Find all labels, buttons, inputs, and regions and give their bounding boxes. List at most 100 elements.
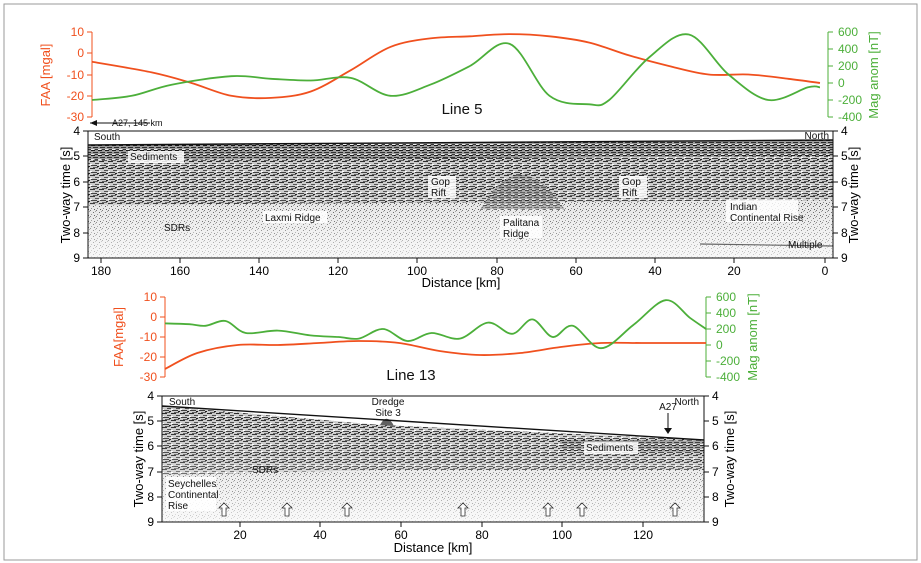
line13-a27-label: A27 [659,402,677,413]
line5-faa-tick: -20 [67,89,85,103]
line5-mag-tick: 400 [838,42,858,56]
line13-curves [164,299,707,370]
line13-sdrs-label: SDRs [252,465,278,476]
line5-mag-tick: 0 [838,76,845,90]
line13-time-tick: 4 [712,389,719,403]
line13-mag-axis: 600 400 200 0 -200 -400 Mag anom [nT] [705,290,760,384]
line13-time-tick: 9 [712,515,719,529]
line13-south-label: South [169,397,195,408]
line13-sediments-label: Sediments [586,443,633,454]
line5-distance-tick: 60 [569,264,583,278]
line13-faa-axis: 10 0 -10 -20 -30 FAA[mgal] [111,290,166,384]
line5-faa-axis: 10 0 -10 -20 -30 FAA [mgal] [38,25,93,124]
line13-distance-tick: 80 [475,528,489,542]
faa-series-line [164,340,706,370]
line5-time-tick: 6 [73,175,80,189]
line5-distance-tick: 180 [91,264,111,278]
line13-faa-tick: 10 [144,290,158,304]
line13-mag-label: Mag anom [nT] [745,293,760,380]
line5-time-axis-right: 4 5 6 7 8 9 Two-way time [s] [833,124,861,265]
line5-time-tick: 4 [73,124,80,138]
line5-time-tick: 9 [73,251,80,265]
line13-distance-tick: 60 [394,528,408,542]
faa-series-line [91,33,821,100]
line5-distance-tick: 140 [249,264,269,278]
line5-time-tick: 8 [841,226,848,240]
line13-annotations: South North Dredge Site 3 A27 SDRs Sedime… [166,397,699,517]
line5-mag-tick: 200 [838,59,858,73]
line5-time-tick: 5 [841,149,848,163]
line13-time-tick: 7 [147,465,154,479]
line13-time-label: Two-way time [s] [722,411,737,508]
line5-mag-label: Mag anom [nT] [866,31,881,118]
line13-dredge-label: Dredge Site 3 [372,397,405,419]
line13-sdr-arrows [218,502,681,517]
line13-time-tick: 6 [712,439,719,453]
line5-faa-tick: 10 [71,25,85,39]
line13-distance-tick: 100 [552,528,572,542]
line5-distance-tick: 160 [170,264,190,278]
line5-indian-continental-rise-label: Indian Continental Rise [730,202,804,224]
line5-distance-tick: 0 [822,264,829,278]
line13-seismic-section [162,396,704,522]
line5-distance-tick: 20 [727,264,741,278]
line5-sediments-label: Sediments [130,152,177,163]
line5-mag-axis: 600 400 200 0 -200 -400 Mag anom [nT] [827,25,881,124]
line13-time-tick: 5 [712,414,719,428]
line5-distance-tick: 100 [407,264,427,278]
line5-time-label: Two-way time [s] [58,147,73,244]
line5-faa-tick: -10 [67,68,85,82]
line5-annotations: South North Sediments SDRs Laxmi Ridge G… [94,131,829,251]
line13-distance-tick: 40 [313,528,327,542]
line13-north-label: North [675,397,699,408]
line13-mag-tick: -400 [716,370,740,384]
line5-palitana-ridge-label: Palitana Ridge [503,218,540,240]
line13-distance-tick: 120 [633,528,653,542]
line5-faa-tick: 0 [77,46,84,60]
line13-time-tick: 8 [712,490,719,504]
line13-faa-tick: -20 [140,350,158,364]
line5-section-frame [87,130,834,259]
line5-time-tick: 5 [73,149,80,163]
line13-mag-tick: 200 [716,322,736,336]
line13-time-tick: 4 [147,389,154,403]
line13-a27-arrow [664,413,672,434]
line13-distance-tick: 20 [233,528,247,542]
line5-time-tick: 4 [841,124,848,138]
mag-series-line [91,33,821,107]
line5-time-tick: 7 [841,200,848,214]
line5-distance-tick: 120 [328,264,348,278]
line5-gop-rift-label: Gop Rift [622,177,641,199]
line13-time-tick: 6 [147,439,154,453]
line13-time-axis-right: 4 5 6 7 8 9 Two-way time [s] [704,389,737,529]
line13-section-frame [161,395,705,523]
line13-time-label: Two-way time [s] [131,411,146,508]
line5-mag-tick: 600 [838,25,858,39]
line5-seismic-section [88,131,833,258]
panel-line5: 10 0 -10 -20 -30 FAA [mgal] 600 400 200 … [38,25,881,290]
line5-distance-tick: 40 [648,264,662,278]
figure-border [3,3,918,561]
line13-distance-axis: 20 40 60 80 100 120 Distance [km] [233,522,653,555]
line5-a27-label: A27, 145 km [112,118,163,128]
line13-time-tick: 5 [147,414,154,428]
line5-mag-tick: -200 [838,93,862,107]
line13-faa-label: FAA[mgal] [111,307,126,367]
line5-curves [91,33,821,107]
line13-time-tick: 9 [147,515,154,529]
line5-north-label: North [805,131,829,142]
line13-mag-tick: 400 [716,306,736,320]
line5-faa-label: FAA [mgal] [38,44,53,107]
line13-time-tick: 8 [147,490,154,504]
line5-faa-tick: -30 [67,110,85,124]
line5-time-tick: 7 [73,200,80,214]
line13-mag-tick: 0 [716,338,723,352]
line5-multiple-label: Multiple [788,240,823,251]
line5-time-tick: 6 [841,175,848,189]
line5-distance-axis: 180 160 140 120 100 80 60 40 20 0 Distan… [91,258,829,290]
mag-series-line [164,299,707,350]
line13-mag-tick: -200 [716,354,740,368]
line13-faa-tick: 0 [150,310,157,324]
line5-distance-label: Distance [km] [422,275,501,290]
